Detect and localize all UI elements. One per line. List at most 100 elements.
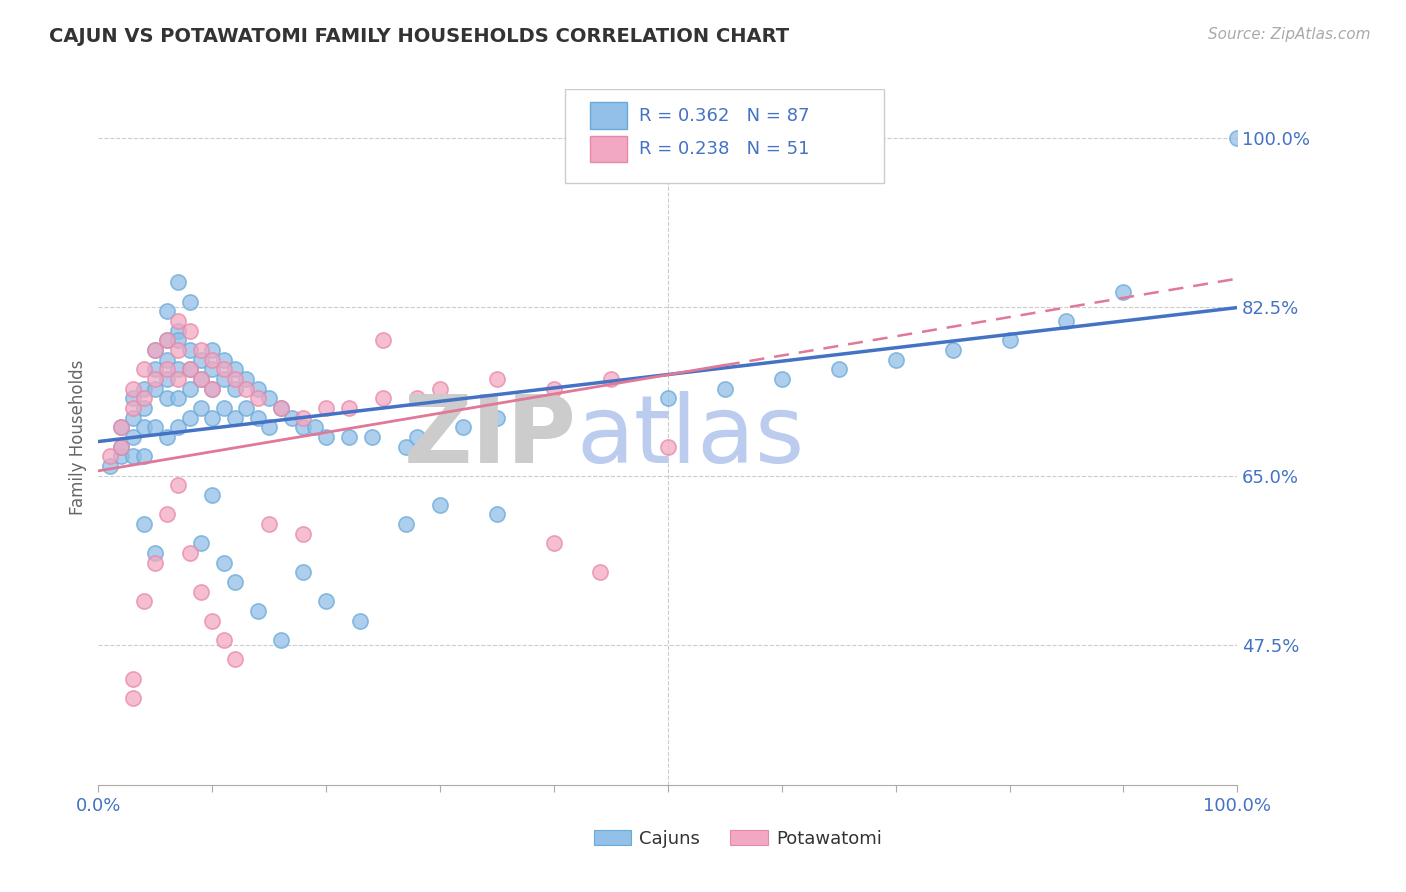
Point	[998, 334, 1021, 348]
Point	[201, 343, 224, 357]
Point	[156, 508, 179, 522]
Point	[121, 410, 143, 425]
Point	[281, 410, 304, 425]
Point	[406, 392, 429, 406]
Point	[145, 420, 167, 434]
Point	[588, 566, 610, 580]
Point	[1054, 314, 1078, 328]
Point	[145, 382, 167, 396]
Point	[110, 420, 132, 434]
Point	[315, 430, 337, 444]
Text: Cajuns: Cajuns	[640, 830, 700, 847]
Point	[395, 516, 418, 531]
Point	[714, 382, 737, 396]
Point	[201, 382, 224, 396]
Point	[1112, 285, 1135, 299]
Text: R = 0.362   N = 87: R = 0.362 N = 87	[640, 107, 810, 125]
Point	[657, 392, 679, 406]
Point	[543, 536, 565, 550]
Point	[201, 614, 224, 628]
Point	[179, 343, 201, 357]
Point	[167, 314, 190, 328]
Point	[1226, 130, 1249, 145]
Point	[212, 401, 235, 415]
Point	[167, 334, 190, 348]
Point	[190, 352, 212, 367]
Point	[167, 392, 190, 406]
Point	[156, 334, 179, 348]
Point	[212, 556, 235, 570]
Point	[167, 372, 190, 386]
Text: ZIP: ZIP	[404, 391, 576, 483]
Point	[486, 508, 509, 522]
Text: CAJUN VS POTAWATOMI FAMILY HOUSEHOLDS CORRELATION CHART: CAJUN VS POTAWATOMI FAMILY HOUSEHOLDS CO…	[49, 27, 789, 45]
Point	[270, 633, 292, 648]
Point	[270, 401, 292, 415]
Point	[167, 276, 190, 290]
Point	[190, 372, 212, 386]
Point	[201, 362, 224, 376]
Point	[121, 392, 143, 406]
Point	[132, 401, 155, 415]
Point	[292, 410, 315, 425]
Point	[132, 450, 155, 464]
Point	[201, 488, 224, 502]
Point	[246, 382, 269, 396]
Point	[770, 372, 793, 386]
Point	[212, 633, 235, 648]
Point	[304, 420, 326, 434]
Point	[121, 672, 143, 686]
Text: Potawatomi: Potawatomi	[776, 830, 882, 847]
Point	[179, 324, 201, 338]
Point	[292, 420, 315, 434]
Point	[156, 430, 179, 444]
Point	[167, 478, 190, 492]
Point	[259, 392, 281, 406]
Point	[657, 440, 679, 454]
Point	[156, 352, 179, 367]
Point	[145, 362, 167, 376]
Point	[259, 516, 281, 531]
Text: R = 0.238   N = 51: R = 0.238 N = 51	[640, 140, 810, 158]
Point	[190, 584, 212, 599]
Point	[337, 401, 360, 415]
Point	[212, 372, 235, 386]
Point	[110, 440, 132, 454]
Point	[156, 362, 179, 376]
Point	[179, 362, 201, 376]
Point	[315, 594, 337, 608]
Point	[156, 304, 179, 318]
Point	[246, 604, 269, 618]
Point	[270, 401, 292, 415]
Point	[167, 362, 190, 376]
Point	[132, 516, 155, 531]
Point	[179, 410, 201, 425]
Point	[167, 343, 190, 357]
Point	[600, 372, 623, 386]
Point	[190, 401, 212, 415]
Point	[145, 372, 167, 386]
Point	[543, 382, 565, 396]
Point	[156, 334, 179, 348]
Point	[121, 690, 143, 705]
Point	[190, 536, 212, 550]
Point	[121, 401, 143, 415]
Point	[121, 382, 143, 396]
Point	[145, 556, 167, 570]
Point	[246, 410, 269, 425]
Point	[179, 294, 201, 309]
Text: atlas: atlas	[576, 391, 806, 483]
Point	[371, 392, 394, 406]
Point	[429, 382, 451, 396]
Point	[201, 382, 224, 396]
Point	[315, 401, 337, 415]
Point	[132, 382, 155, 396]
Point	[371, 334, 394, 348]
Point	[224, 410, 246, 425]
Point	[395, 440, 418, 454]
Point	[224, 372, 246, 386]
Point	[224, 574, 246, 589]
Point	[110, 440, 132, 454]
Text: Source: ZipAtlas.com: Source: ZipAtlas.com	[1208, 27, 1371, 42]
Point	[224, 652, 246, 666]
